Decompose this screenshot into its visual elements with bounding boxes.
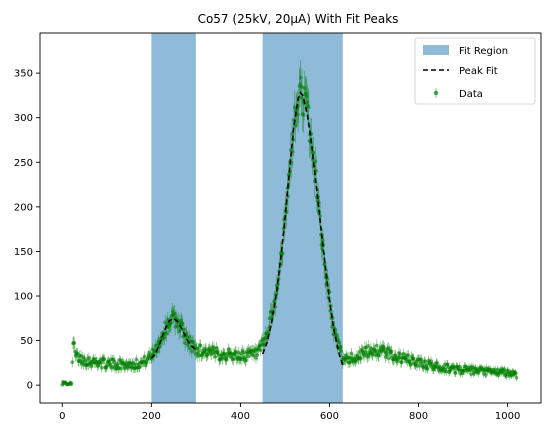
data-point: [415, 364, 419, 368]
y-tick-label: 100: [14, 292, 33, 303]
data-point: [290, 131, 294, 136]
data-point: [453, 371, 458, 375]
data-point: [75, 351, 80, 356]
data-point: [204, 347, 208, 351]
data-point: [183, 341, 187, 346]
legend-swatch-data-point: [433, 90, 439, 96]
data-point: [375, 343, 379, 348]
data-point: [172, 311, 177, 316]
data-point: [182, 327, 186, 332]
x-tick-label: 600: [320, 411, 339, 422]
data-point: [469, 372, 473, 376]
data-point: [102, 357, 107, 361]
data-point: [366, 344, 371, 348]
data-point: [318, 214, 322, 218]
data-point: [339, 344, 343, 349]
y-tick-label: 0: [27, 381, 33, 392]
data-point: [423, 359, 427, 363]
axes: 0 200 400 600 800 1000 0 50 100 150 200 250 300 350: [14, 32, 542, 422]
data-point: [457, 364, 462, 369]
data-point: [280, 251, 285, 256]
data-point: [254, 356, 258, 360]
data-point: [301, 113, 306, 117]
y-tick-label: 150: [14, 247, 33, 258]
data-point: [292, 105, 297, 110]
data-point: [187, 335, 191, 339]
fit-region-layer: [151, 33, 343, 403]
data-point: [322, 261, 327, 266]
data-point: [425, 367, 430, 371]
y-tick-label: 50: [20, 336, 33, 347]
data-point: [70, 360, 75, 365]
legend-label-fit-region: Fit Region: [459, 46, 508, 57]
data-point: [180, 322, 185, 327]
x-tick-label: 400: [231, 411, 250, 422]
data-point: [387, 356, 391, 361]
data-point: [359, 356, 363, 361]
data-point: [311, 150, 316, 155]
data-point: [164, 332, 169, 336]
data-point: [398, 352, 403, 357]
x-tick-label: 0: [59, 411, 65, 422]
data-point: [514, 375, 519, 380]
data-point: [157, 345, 162, 349]
data-point: [298, 75, 303, 80]
x-tick-label: 200: [142, 411, 161, 422]
x-tick-label: 1000: [495, 411, 520, 422]
data-point: [142, 354, 147, 359]
peak-fit-layer: [150, 91, 344, 366]
data-point: [226, 354, 230, 358]
data-point: [119, 366, 123, 371]
data-point: [213, 355, 218, 359]
legend-swatch-fit-region: [423, 45, 449, 55]
y-tick-label: 350: [14, 69, 33, 80]
data-point: [429, 359, 433, 363]
data-point: [385, 353, 389, 357]
data-point: [162, 335, 167, 340]
data-point: [198, 344, 203, 348]
data-point: [300, 85, 304, 89]
x-tick-label: 800: [409, 411, 428, 422]
y-tick-label: 300: [14, 113, 33, 124]
data-point: [417, 364, 422, 368]
data-point: [244, 358, 248, 362]
y-tick-label: 250: [14, 158, 33, 169]
data-point: [389, 349, 394, 354]
data-point: [134, 357, 139, 362]
data-point: [190, 349, 194, 354]
legend-label-data: Data: [459, 89, 483, 100]
data-point: [483, 373, 488, 377]
peak-fit-line-1: [150, 317, 197, 359]
peak-fit-line-2: [261, 91, 344, 366]
data-point: [169, 321, 173, 325]
data-point: [335, 333, 339, 338]
data-point: [306, 105, 311, 110]
data-point: [112, 360, 117, 364]
data-layer: [60, 59, 519, 387]
data-point: [246, 354, 250, 359]
plot-frame: [39, 32, 542, 404]
data-point: [339, 349, 344, 354]
data-point: [258, 348, 263, 352]
data-point: [191, 339, 195, 344]
data-point: [502, 367, 507, 371]
data-point: [406, 353, 411, 357]
y-tick-label: 200: [14, 202, 33, 213]
data-point: [514, 371, 518, 376]
legend-label-peak-fit: Peak Fit: [459, 66, 498, 77]
data-point: [377, 353, 381, 358]
data-point: [99, 365, 104, 370]
data-point: [419, 357, 424, 362]
data-point: [255, 353, 260, 357]
data-point: [296, 112, 300, 117]
data-point: [409, 363, 413, 367]
data-point: [69, 381, 74, 386]
data-point: [266, 330, 271, 335]
data-point: [193, 343, 197, 348]
legend: Fit Region Peak Fit Data: [414, 37, 536, 105]
data-point: [72, 341, 77, 345]
chart-title: Co57 (25kV, 20μA) With Fit Peaks: [198, 12, 399, 26]
